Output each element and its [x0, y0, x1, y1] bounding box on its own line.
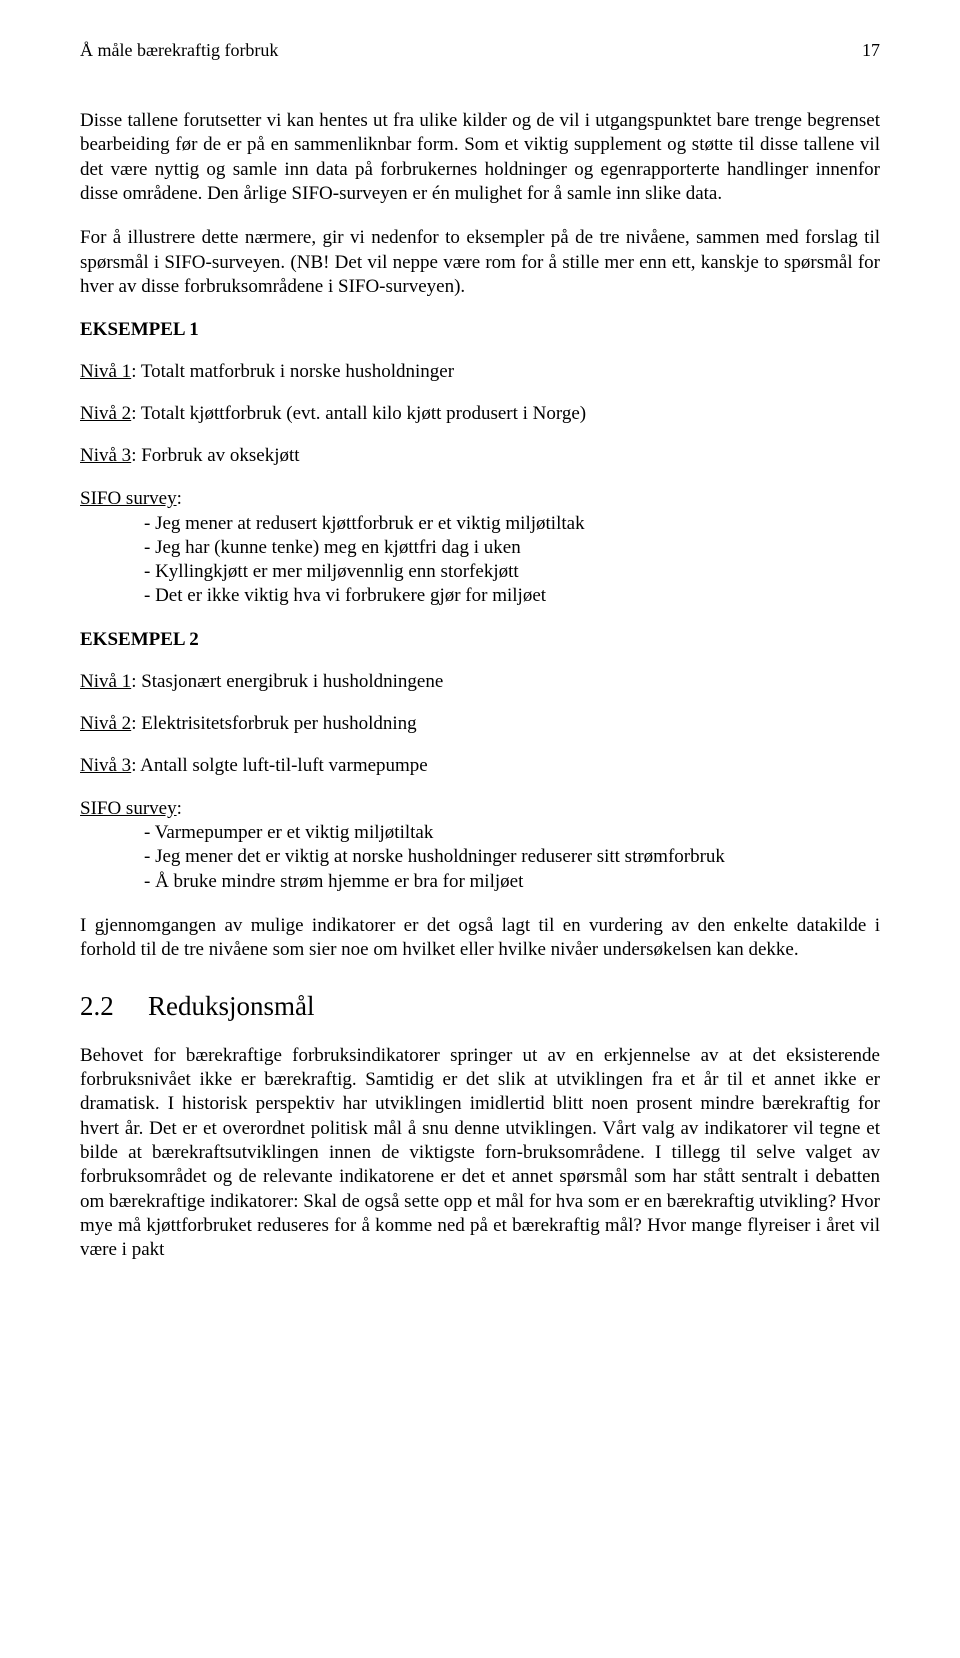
example-1-heading: EKSEMPEL 1	[80, 319, 880, 341]
survey-colon: :	[177, 488, 182, 509]
running-title: Å måle bærekraftig forbruk	[80, 40, 278, 61]
example-1-survey: SIFO survey: - Jeg mener at redusert kjø…	[80, 487, 880, 609]
closing-paragraph: I gjennomgangen av mulige indikatorer er…	[80, 914, 880, 963]
level-text: : Stasjonært energibruk i husholdningene	[131, 671, 443, 692]
example-2-level-3: Nivå 3: Antall solgte luft-til-luft varm…	[80, 755, 880, 777]
survey-colon: :	[177, 798, 182, 819]
survey-item: - Å bruke mindre strøm hjemme er bra for…	[80, 870, 880, 894]
example-2-heading: EKSEMPEL 2	[80, 629, 880, 651]
level-label: Nivå 2	[80, 713, 131, 734]
intro-paragraph-2: For å illustrere dette nærmere, gir vi n…	[80, 226, 880, 299]
survey-label-line: SIFO survey:	[80, 797, 880, 821]
survey-item: - Varmepumper er et viktig miljøtiltak	[80, 821, 880, 845]
level-label: Nivå 2	[80, 403, 131, 424]
section-paragraph: Behovet for bærekraftige forbruksindikat…	[80, 1044, 880, 1263]
level-label: Nivå 3	[80, 445, 131, 466]
level-label: Nivå 3	[80, 755, 131, 776]
section-title: Reduksjonsmål	[148, 991, 315, 1021]
level-text: : Totalt matforbruk i norske husholdning…	[131, 361, 454, 382]
example-1-level-1: Nivå 1: Totalt matforbruk i norske husho…	[80, 361, 880, 383]
section-heading: 2.2Reduksjonsmål	[80, 991, 880, 1022]
level-label: Nivå 1	[80, 671, 131, 692]
level-label: Nivå 1	[80, 361, 131, 382]
survey-item: - Jeg mener det er viktig at norske hush…	[80, 845, 880, 869]
level-text: : Forbruk av oksekjøtt	[131, 445, 299, 466]
survey-label: SIFO survey	[80, 798, 177, 819]
example-2-level-1: Nivå 1: Stasjonært energibruk i husholdn…	[80, 671, 880, 693]
example-2-survey: SIFO survey: - Varmepumper er et viktig …	[80, 797, 880, 894]
survey-item: - Kyllingkjøtt er mer miljøvennlig enn s…	[80, 560, 880, 584]
level-text: : Totalt kjøttforbruk (evt. antall kilo …	[131, 403, 586, 424]
intro-paragraph-1: Disse tallene forutsetter vi kan hentes …	[80, 109, 880, 206]
survey-label-line: SIFO survey:	[80, 487, 880, 511]
level-text: : Elektrisitetsforbruk per husholdning	[131, 713, 416, 734]
page-number: 17	[862, 40, 880, 61]
example-2-level-2: Nivå 2: Elektrisitetsforbruk per hushold…	[80, 713, 880, 735]
document-page: Å måle bærekraftig forbruk 17 Disse tall…	[0, 0, 960, 1658]
survey-item: - Det er ikke viktig hva vi forbrukere g…	[80, 584, 880, 608]
survey-item: - Jeg har (kunne tenke) meg en kjøttfri …	[80, 536, 880, 560]
page-header: Å måle bærekraftig forbruk 17	[80, 40, 880, 61]
example-1-level-2: Nivå 2: Totalt kjøttforbruk (evt. antall…	[80, 403, 880, 425]
survey-label: SIFO survey	[80, 488, 177, 509]
level-text: : Antall solgte luft-til-luft varmepumpe	[131, 755, 428, 776]
section-number: 2.2	[80, 991, 148, 1022]
example-1-level-3: Nivå 3: Forbruk av oksekjøtt	[80, 445, 880, 467]
survey-item: - Jeg mener at redusert kjøttforbruk er …	[80, 512, 880, 536]
